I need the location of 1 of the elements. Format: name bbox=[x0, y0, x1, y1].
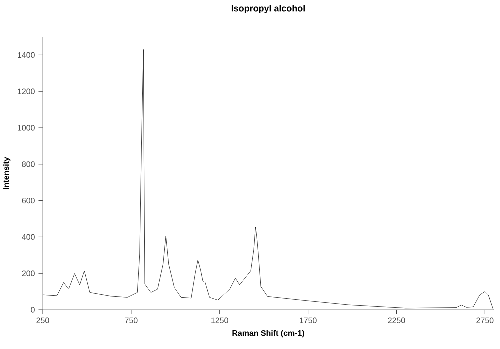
chart-title: Isopropyl alcohol bbox=[232, 5, 305, 14]
